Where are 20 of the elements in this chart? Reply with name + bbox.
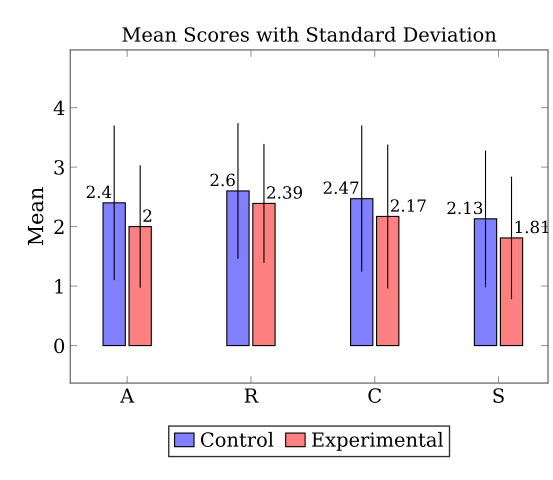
legend-label: Control	[200, 432, 274, 447]
x-tick-label: S	[493, 388, 504, 403]
x-tick-label: A	[120, 388, 134, 403]
data-label: 2.6	[210, 174, 235, 186]
data-label: 2.4	[86, 186, 112, 198]
legend-label: Experimental	[312, 432, 444, 451]
y-axis-title: Mean	[28, 187, 44, 246]
y-tick-label: 4	[54, 100, 64, 116]
y-tick-label: 0	[54, 338, 64, 354]
y-tick-label: 2	[54, 220, 64, 234]
x-tick-label: C	[368, 388, 382, 403]
data-label: 2.13	[447, 202, 482, 214]
data-label: 2.39	[267, 186, 302, 199]
data-label: 2	[143, 209, 152, 222]
x-tick-label: R	[244, 388, 259, 403]
y-tick-label: 3	[54, 160, 64, 175]
data-label: 2.47	[324, 181, 358, 194]
y-tick-label: 1	[55, 279, 63, 294]
data-label: 2.17	[390, 199, 426, 212]
chart-title: Mean Scores with Standard Deviation	[122, 26, 496, 42]
